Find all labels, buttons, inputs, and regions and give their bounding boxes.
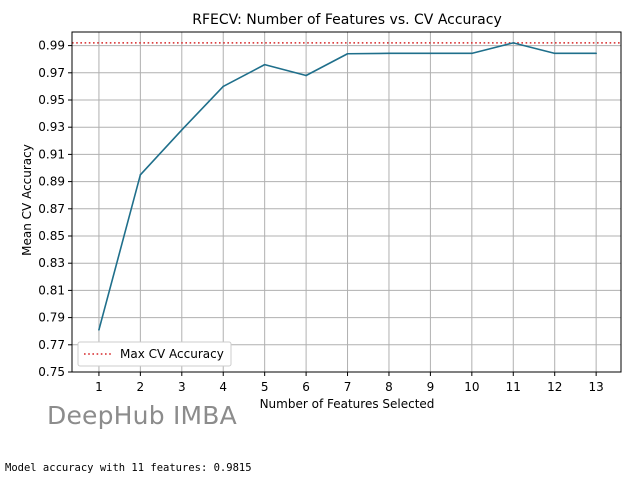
- x-tick-label: 5: [261, 380, 269, 394]
- data-point: [595, 52, 597, 55]
- y-tick-label: 0.83: [38, 256, 65, 270]
- legend: Max CV Accuracy: [77, 341, 232, 367]
- watermark: DeepHub IMBA: [47, 401, 237, 430]
- grid: [72, 32, 621, 373]
- y-tick-label: 0.91: [38, 147, 65, 161]
- console-output: Model accuracy with 11 features: 0.9815: [5, 462, 252, 474]
- x-tick-label: 8: [385, 380, 393, 394]
- data-point: [553, 52, 556, 55]
- data-point: [305, 74, 307, 77]
- data-point: [429, 52, 432, 55]
- y-tick-label: 0.99: [38, 39, 65, 53]
- y-tick-label: 0.97: [38, 66, 65, 80]
- data-point: [98, 329, 100, 331]
- x-ticks: 1 2 3 4 5 6 7 8 9 10 11 12 13: [95, 372, 604, 394]
- y-tick-label: 0.77: [38, 338, 65, 352]
- data-point: [388, 52, 390, 55]
- data-point: [139, 174, 142, 176]
- y-tick-label: 0.89: [38, 175, 65, 189]
- y-tick-label: 0.79: [38, 311, 65, 325]
- y-tick-label: 0.95: [38, 93, 65, 107]
- data-point: [263, 63, 266, 66]
- x-tick-label: 12: [547, 380, 562, 394]
- x-tick-label: 13: [588, 380, 603, 394]
- legend-label: Max CV Accuracy: [120, 347, 224, 361]
- x-tick-label: 3: [178, 380, 186, 394]
- data-point: [471, 52, 473, 55]
- y-tick-label: 0.87: [38, 202, 65, 216]
- legend-box: [77, 341, 232, 367]
- x-tick-label: 2: [137, 380, 145, 394]
- y-tick-label: 0.93: [38, 120, 65, 134]
- x-tick-label: 6: [302, 380, 310, 394]
- data-point: [346, 52, 349, 55]
- x-tick-label: 4: [219, 380, 227, 394]
- y-tick-label: 0.81: [38, 283, 65, 297]
- chart-title: RFECV: Number of Features vs. CV Accurac…: [192, 12, 501, 28]
- y-tick-label: 0.75: [38, 365, 65, 379]
- x-tick-label: 10: [464, 380, 479, 394]
- plot-frame: [71, 31, 622, 373]
- data-point: [181, 129, 183, 131]
- x-tick-label: 7: [344, 380, 352, 394]
- data-point: [512, 42, 515, 44]
- chart: RFECV: Number of Features vs. CV Accurac…: [20, 12, 622, 411]
- x-tick-label: 9: [427, 380, 435, 394]
- y-tick-label: 0.85: [38, 229, 65, 243]
- x-axis-label: Number of Features Selected: [260, 397, 435, 411]
- y-axis-label: Mean CV Accuracy: [20, 144, 34, 256]
- y-ticks: 0.75 0.77 0.79 0.81 0.83 0.85 0.87 0.89 0.91 0.93…: [38, 39, 72, 379]
- x-tick-label: 11: [506, 380, 521, 394]
- series-group: [98, 42, 597, 331]
- x-tick-label: 1: [95, 380, 103, 394]
- data-point: [222, 85, 225, 88]
